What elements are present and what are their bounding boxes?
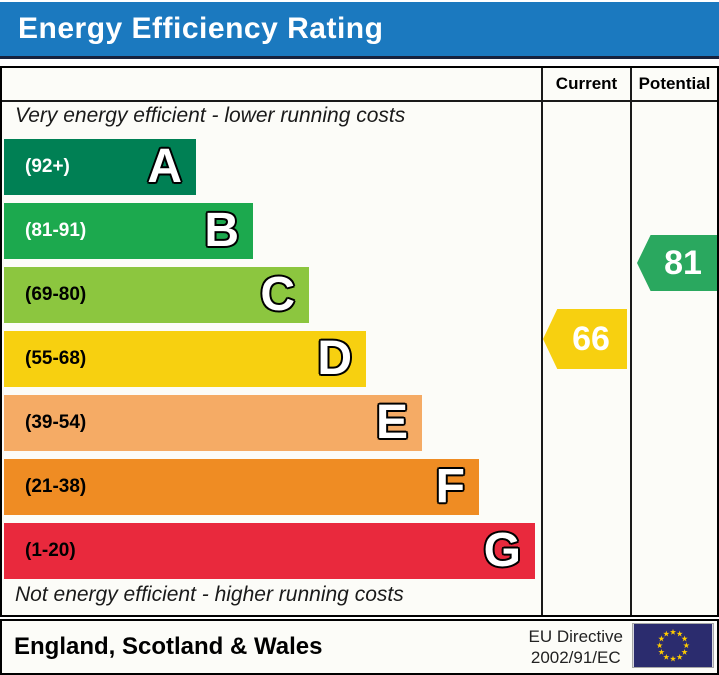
column-divider-current (541, 68, 543, 615)
band-g: (1-20) G (4, 523, 535, 579)
band-letter: E (375, 396, 408, 449)
potential-column-header: Potential (638, 74, 711, 93)
band-b: (81-91) B (4, 203, 253, 259)
bottom-note: Not energy efficient - higher running co… (15, 583, 404, 606)
band-range-label: (21-38) (25, 476, 87, 497)
band-letter: B (204, 204, 239, 257)
band-d: (55-68) D (4, 331, 366, 387)
band-f: (21-38) F (4, 459, 479, 515)
band-range-label: (81-91) (25, 220, 87, 241)
band-range-label: (69-80) (25, 284, 87, 305)
title-bar: Energy Efficiency Rating (0, 2, 719, 59)
eu-directive-line1: EU Directive (528, 627, 623, 646)
page-title: Energy Efficiency Rating (18, 12, 384, 45)
band-letter: C (260, 268, 295, 321)
footer-bar: England, Scotland & Wales EU Directive 2… (0, 619, 719, 675)
eu-flag-icon (632, 623, 714, 668)
eu-directive-line2: 2002/91/EC (530, 648, 621, 667)
band-a: (92+) A (4, 139, 196, 195)
top-note: Very energy efficient - lower running co… (15, 104, 406, 127)
current-rating-arrow: 66 (543, 309, 627, 369)
region-label: England, Scotland & Wales (14, 633, 323, 660)
band-range-label: (55-68) (25, 348, 87, 369)
band-range-label: (92+) (25, 156, 70, 177)
current-rating-value: 66 (572, 319, 610, 358)
rating-table: Current Potential Very energy efficient … (0, 66, 719, 617)
potential-rating-arrow: 81 (637, 235, 717, 291)
band-e: (39-54) E (4, 395, 422, 451)
band-letter: F (435, 460, 465, 513)
band-range-label: (39-54) (25, 412, 87, 433)
band-letter: A (147, 140, 182, 193)
column-divider-potential (630, 68, 632, 615)
potential-rating-value: 81 (664, 243, 702, 282)
band-range-label: (1-20) (25, 540, 76, 561)
rating-bands: (92+) A (81-91) B (69-80) C (55-68) D (3… (4, 139, 535, 579)
band-c: (69-80) C (4, 267, 309, 323)
current-column-header: Current (555, 74, 618, 93)
band-letter: G (483, 524, 521, 577)
band-letter: D (317, 332, 352, 385)
eu-directive-label: EU Directive 2002/91/EC (529, 626, 623, 668)
header-divider (2, 100, 717, 102)
